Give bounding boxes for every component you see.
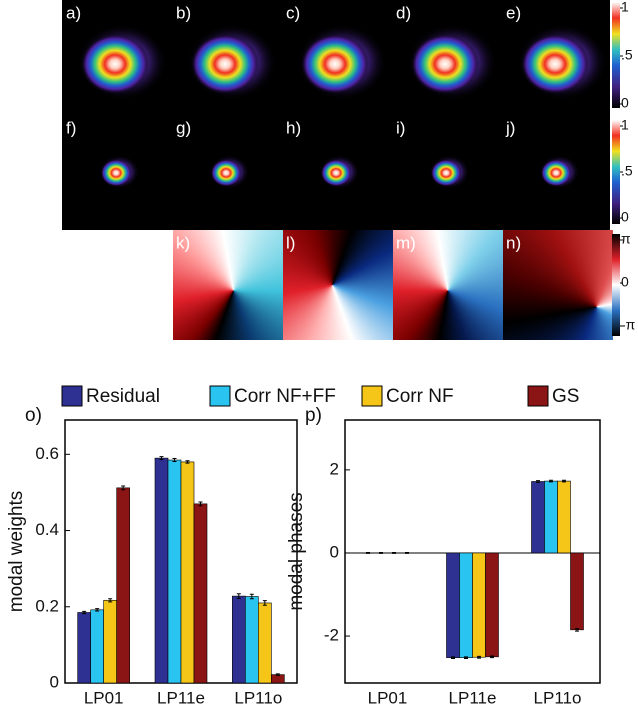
y-tick-label: -2: [324, 626, 339, 645]
colorbar: [612, 120, 620, 224]
bar: [78, 612, 91, 683]
panel-label: k): [176, 233, 190, 252]
error-bar: [379, 553, 383, 554]
legend-swatch: [210, 386, 230, 406]
intensity-spot: [301, 34, 369, 94]
y-tick-label: 0.4: [35, 520, 59, 539]
bar: [104, 600, 117, 683]
x-tick-label: LP11e: [449, 688, 497, 707]
x-tick-label: LP11o: [534, 688, 582, 707]
intensity-spot: [211, 159, 242, 186]
colorbar-tick-label: .5: [621, 47, 633, 63]
bar: [232, 596, 245, 683]
panel-label: d): [396, 3, 411, 22]
bar: [460, 553, 473, 658]
x-tick-label: LP11e: [157, 688, 205, 707]
x-tick-label: LP01: [84, 688, 124, 707]
intensity-spot: [411, 34, 479, 94]
panel-label: o): [25, 405, 42, 426]
bar: [194, 504, 207, 683]
y-axis-label: modal weights: [6, 491, 27, 612]
error-bar: [392, 553, 396, 554]
colorbar-tick-label: 1: [621, 0, 629, 15]
error-bar: [405, 553, 409, 554]
intensity-spot: [101, 159, 132, 186]
bar: [155, 458, 168, 683]
intensity-spot: [81, 34, 149, 94]
bar: [486, 553, 499, 657]
page: a) b) c) d) e) f) g) h) i) j) k) l) m) n) 1 .5 0 1 .5 0 π 0 -π…: [0, 0, 638, 711]
intensity-spot: [541, 159, 572, 186]
legend-label: Corr NF: [386, 386, 454, 407]
y-tick-label: 0.2: [35, 596, 59, 615]
x-tick-label: LP01: [368, 688, 408, 707]
bar: [168, 460, 181, 683]
panel-label: g): [176, 118, 191, 137]
intensity-spot: [191, 34, 259, 94]
y-tick-label: 0.6: [35, 444, 59, 463]
colorbar: [612, 2, 620, 108]
bar: [532, 481, 545, 552]
y-axis-label: modal phases: [286, 492, 307, 610]
panel-label: p): [305, 405, 322, 426]
legend-label: Residual: [86, 386, 160, 407]
bar: [558, 481, 571, 553]
panel-label: m): [396, 233, 416, 252]
panel-label: l): [286, 233, 295, 252]
panel-label: e): [506, 3, 521, 22]
bar: [181, 462, 194, 683]
legend-label: Corr NF+FF: [234, 386, 336, 407]
colorbar-tick-label: 1: [621, 117, 629, 133]
y-tick-label: 0: [330, 542, 339, 561]
bar: [117, 488, 130, 683]
y-tick-label: 2: [330, 459, 339, 478]
panel-label: c): [286, 3, 300, 22]
bar: [473, 553, 486, 657]
bar: [571, 553, 584, 630]
legend-swatch: [362, 386, 382, 406]
panel-label: a): [66, 3, 81, 22]
panel-label: i): [396, 118, 405, 137]
colorbar-tick-label: .5: [621, 163, 633, 179]
x-tick-label: LP11o: [234, 688, 282, 707]
bar: [545, 481, 558, 553]
bar: [258, 603, 271, 683]
colorbar-tick-label: 0: [621, 95, 629, 111]
colorbar: [612, 234, 620, 336]
legend-label: GS: [552, 386, 579, 407]
intensity-spot: [431, 159, 462, 186]
panel-label: h): [286, 118, 301, 137]
bar: [245, 596, 258, 683]
intensity-spot: [521, 34, 589, 94]
legend-swatch: [528, 386, 548, 406]
panel-label: j): [505, 118, 515, 137]
colorbar-tick-label: -π: [621, 317, 636, 333]
figure: a) b) c) d) e) f) g) h) i) j) k) l) m) n) 1 .5 0 1 .5 0 π 0 -π…: [0, 0, 638, 711]
colorbar-tick-label: 0: [621, 274, 629, 290]
error-bar: [366, 553, 370, 554]
colorbar-tick-label: π: [621, 231, 631, 247]
y-tick-label: 0: [50, 672, 59, 691]
panel-label: n): [506, 233, 521, 252]
bar: [91, 610, 104, 683]
colorbar-tick-label: 0: [621, 209, 629, 225]
panel-label: b): [176, 3, 191, 22]
panel-label: f): [66, 118, 76, 137]
intensity-spot: [321, 159, 352, 186]
legend-swatch: [62, 386, 82, 406]
bar: [447, 553, 460, 658]
